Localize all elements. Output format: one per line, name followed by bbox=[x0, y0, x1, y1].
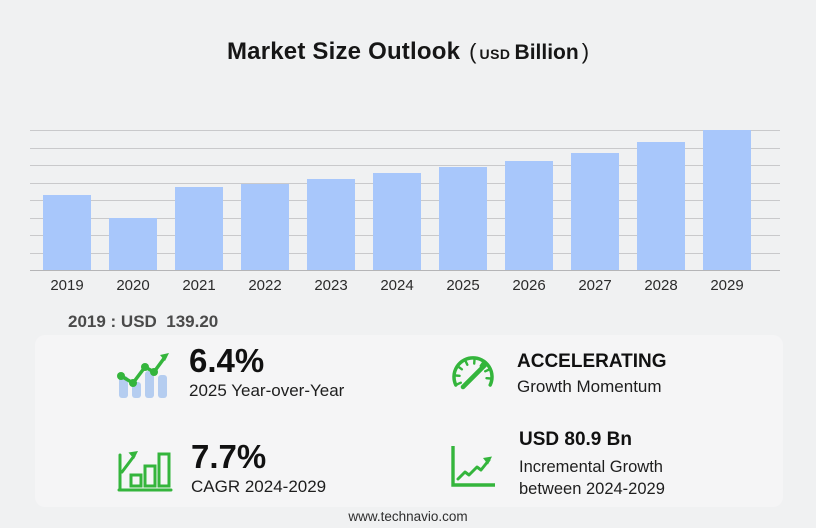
line-chart-arrow-icon bbox=[447, 438, 499, 492]
stat-cagr: 7.7% CAGR 2024-2029 bbox=[115, 439, 326, 497]
bar-2029 bbox=[703, 130, 751, 270]
stat-label-yoy: 2025 Year-over-Year bbox=[189, 380, 345, 400]
bar-slot bbox=[496, 130, 562, 270]
x-tick-label-2019: 2019 bbox=[50, 277, 84, 294]
x-tick-label-2029: 2029 bbox=[710, 277, 744, 294]
stat-value-momentum: ACCELERATING bbox=[517, 351, 667, 372]
bar-slot bbox=[562, 130, 628, 270]
bar-2022 bbox=[241, 183, 289, 270]
stats-panel: 6.4% 2025 Year-over-Year bbox=[35, 335, 783, 507]
bar-2020 bbox=[109, 218, 157, 270]
bar-2021 bbox=[175, 187, 223, 270]
bar-2027 bbox=[571, 152, 619, 270]
speedometer-icon bbox=[447, 352, 499, 396]
stat-text: ACCELERATING Growth Momentum bbox=[517, 351, 667, 397]
stat-value-incremental: USD 80.9 Bn bbox=[519, 429, 632, 450]
bar-slot bbox=[166, 130, 232, 270]
stat-growth-momentum: ACCELERATING Growth Momentum bbox=[447, 351, 667, 397]
stat-incremental-growth: USD 80.9 Bn Incremental Growth between 2… bbox=[447, 429, 709, 500]
bar-2025 bbox=[439, 167, 487, 270]
bar-2023 bbox=[307, 179, 355, 270]
x-tick-label-2022: 2022 bbox=[248, 277, 282, 294]
bar-slot bbox=[628, 130, 694, 270]
bar-slot bbox=[100, 130, 166, 270]
stat-label-cagr: CAGR 2024-2029 bbox=[191, 476, 327, 496]
base-year-annotation: 2019 : USD 139.20 bbox=[68, 312, 219, 331]
plot-area bbox=[30, 130, 780, 271]
bars-row bbox=[30, 130, 780, 270]
x-tick-label-2021: 2021 bbox=[182, 277, 216, 294]
bar-2026 bbox=[505, 160, 553, 270]
bar-slot bbox=[298, 130, 364, 270]
stat-year-over-year: 6.4% 2025 Year-over-Year bbox=[115, 343, 344, 401]
bar-slot bbox=[694, 130, 760, 270]
x-tick-label-2028: 2028 bbox=[644, 277, 678, 294]
x-axis-labels: 2019 2020 2021 2022 2023 2024 2025 2026 2027 2028… bbox=[30, 277, 780, 294]
title-unit: Billion bbox=[514, 41, 579, 64]
bar-2024 bbox=[373, 173, 421, 270]
title-currency: USD bbox=[479, 46, 511, 62]
chart-title-main: Market Size Outlook bbox=[226, 38, 461, 65]
stat-value-yoy: 6.4% bbox=[189, 342, 265, 379]
gridline bbox=[30, 147, 780, 149]
stat-label-momentum: Growth Momentum bbox=[517, 376, 662, 396]
outlined-bars-arrow-icon bbox=[115, 442, 175, 494]
bar-slot bbox=[364, 130, 430, 270]
bar-slot bbox=[232, 130, 298, 270]
x-tick-label-2020: 2020 bbox=[116, 277, 150, 294]
stat-text: 6.4% 2025 Year-over-Year bbox=[189, 343, 344, 401]
x-tick-label-2025: 2025 bbox=[446, 277, 480, 294]
bar-slot bbox=[430, 130, 496, 270]
stat-text: 7.7% CAGR 2024-2029 bbox=[191, 439, 326, 497]
x-tick-label-2024: 2024 bbox=[380, 277, 414, 294]
stat-label-incremental: Incremental Growth between 2024-2029 bbox=[519, 457, 665, 499]
bar-2028 bbox=[637, 142, 685, 270]
stat-text: USD 80.9 Bn Incremental Growth between 2… bbox=[519, 429, 709, 500]
gridline bbox=[30, 165, 780, 166]
bar-2019 bbox=[43, 195, 91, 270]
bar-trend-up-icon bbox=[115, 345, 173, 399]
stat-value-cagr: 7.7% bbox=[191, 438, 267, 475]
gridline bbox=[30, 130, 780, 131]
x-tick-label-2023: 2023 bbox=[314, 277, 348, 294]
title-paren-open: ( bbox=[469, 39, 477, 64]
x-tick-label-2026: 2026 bbox=[512, 277, 546, 294]
chart-title: Market Size Outlook (USD Billion) bbox=[0, 38, 816, 66]
bar-slot bbox=[34, 130, 100, 270]
title-paren-close: ) bbox=[581, 39, 590, 64]
x-tick-label-2027: 2027 bbox=[578, 277, 612, 294]
footer-url: www.technavio.com bbox=[348, 509, 468, 524]
